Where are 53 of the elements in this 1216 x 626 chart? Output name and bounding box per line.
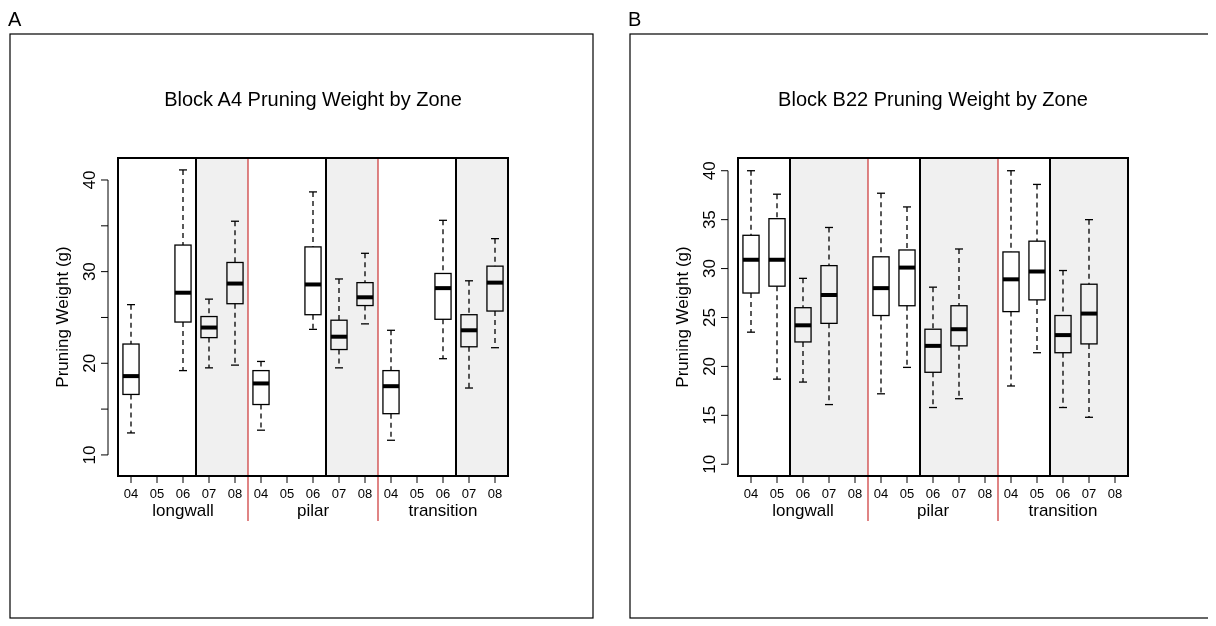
x-tick-label: 05 <box>409 486 425 501</box>
y-tick-label: 30 <box>80 262 99 282</box>
y-axis-title: Pruning Weight (g) <box>53 246 72 388</box>
x-tick-label: 08 <box>357 486 373 501</box>
y-tick-label: 25 <box>700 308 719 327</box>
y-tick-label: 35 <box>700 210 719 230</box>
text: transition <box>408 501 478 520</box>
x-tick-label: 04 <box>123 486 139 501</box>
y-tick-label: 30 <box>700 259 719 279</box>
x-tick-label: 04 <box>253 486 269 501</box>
x-tick-label: 06 <box>435 486 451 501</box>
y-tick-label: 10 <box>80 445 99 465</box>
x-tick-label: 04 <box>383 486 399 501</box>
x-tick-label: 07 <box>951 486 967 501</box>
text: longwall <box>152 501 214 520</box>
x-tick-label: 05 <box>149 486 165 501</box>
x-tick-label: 06 <box>305 486 321 501</box>
x-tick-label: 07 <box>1081 486 1097 501</box>
y-tick-label: 40 <box>700 161 719 181</box>
x-tick-label: 04 <box>1003 486 1019 501</box>
x-tick-label: 08 <box>1107 486 1123 501</box>
x-tick-label: 05 <box>769 486 785 501</box>
chart-title: Block B22 Pruning Weight by Zone <box>778 88 1088 110</box>
x-tick-label: 04 <box>743 486 759 501</box>
x-tick-label: 08 <box>847 486 863 501</box>
y-tick-label: 10 <box>700 454 719 474</box>
text: pilar <box>916 501 950 520</box>
x-tick-label: 07 <box>461 486 477 501</box>
x-tick-label: 06 <box>795 486 811 501</box>
x-tick-label: 05 <box>279 486 295 501</box>
text: B <box>628 8 642 30</box>
x-tick-label: 08 <box>227 486 243 501</box>
text: transition <box>1028 501 1098 520</box>
x-tick-label: 05 <box>1029 486 1045 501</box>
x-tick-label: 06 <box>925 486 941 501</box>
x-tick-label: 06 <box>1055 486 1071 501</box>
x-tick-label: 06 <box>175 486 191 501</box>
x-tick-label: 08 <box>487 486 503 501</box>
chart-title: Block A4 Pruning Weight by Zone <box>164 88 462 110</box>
text: pilar <box>296 501 330 520</box>
x-tick-label: 08 <box>977 486 993 501</box>
text: A <box>8 8 22 30</box>
x-tick-label: 04 <box>873 486 889 501</box>
x-tick-label: 07 <box>331 486 347 501</box>
y-tick-label: 15 <box>700 405 719 425</box>
y-tick-label: 20 <box>700 356 719 376</box>
x-tick-label: 07 <box>821 486 837 501</box>
text: longwall <box>772 501 834 520</box>
x-tick-label: 07 <box>201 486 217 501</box>
y-axis-title: Pruning Weight (g) <box>673 246 692 388</box>
y-tick-label: 40 <box>80 170 99 190</box>
y-tick-label: 20 <box>80 353 99 373</box>
x-tick-label: 05 <box>899 486 915 501</box>
